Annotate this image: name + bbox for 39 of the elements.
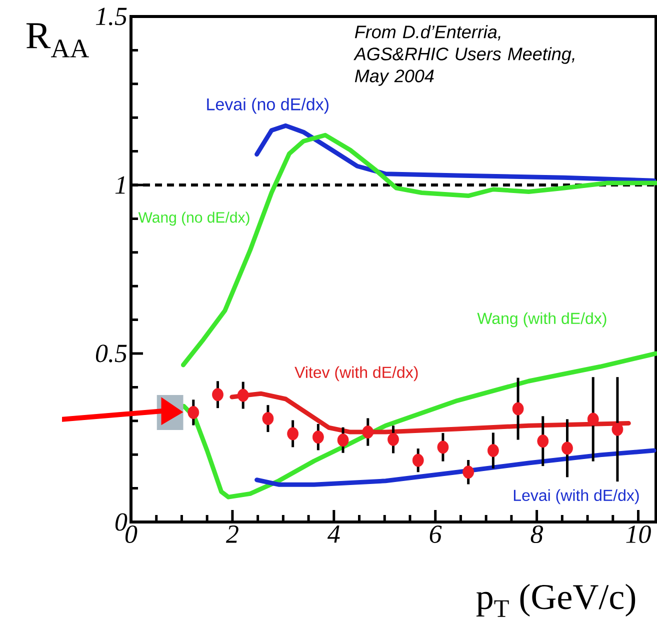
series-label: Levai (no dE/dx) <box>207 98 328 114</box>
x-axis-title: p$_{T}$ (GeV/c) <box>476 584 636 617</box>
y-tick-label: 0.5 <box>96 344 127 362</box>
series-label: Vitev (with dE/dx) <box>294 366 418 382</box>
y-tick-label: 0 <box>115 513 128 531</box>
x-tick-label: 2 <box>226 526 238 543</box>
line-series <box>254 123 656 183</box>
point <box>212 388 224 402</box>
point <box>188 406 200 419</box>
y-tick-label: 1 <box>115 176 125 194</box>
point <box>437 440 449 454</box>
point <box>612 422 624 436</box>
point <box>562 442 573 455</box>
point <box>237 388 249 402</box>
point <box>412 454 424 467</box>
text: Wang (with dE/dx) <box>477 312 606 328</box>
point <box>587 412 599 426</box>
point <box>388 432 399 446</box>
point <box>262 412 274 426</box>
point <box>362 425 374 439</box>
point <box>537 434 549 448</box>
point <box>287 427 299 440</box>
point <box>312 430 324 444</box>
line-series <box>230 391 631 434</box>
x-tick-label: 4 <box>327 526 340 543</box>
x-tick-label: 10 <box>626 526 651 544</box>
point <box>462 466 474 479</box>
point <box>512 402 524 416</box>
line-series <box>254 448 656 487</box>
series-label: Levai (with dE/dx) <box>514 489 639 504</box>
point <box>487 444 499 458</box>
y-axis-title: R$_{AA}$ <box>26 23 89 58</box>
annotation: From D.d’Enterria, AGS&RHIC Users Meeting, May 2004 <box>354 25 574 86</box>
x-tick-label: 6 <box>430 526 442 543</box>
series-label: Wang (no dE/dx) <box>138 212 250 226</box>
point <box>337 434 349 447</box>
y-tick-label: 1.5 <box>96 8 127 26</box>
line-series <box>180 132 657 368</box>
x-tick-label: 8 <box>530 526 544 544</box>
